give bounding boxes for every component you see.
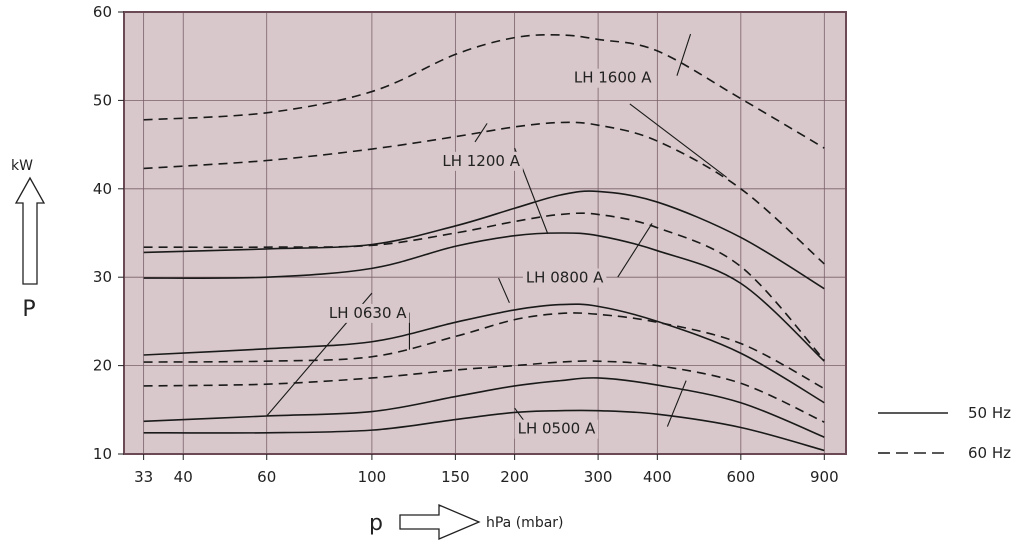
label-pointer-line (666, 380, 687, 427)
x-tick-label: 100 (358, 468, 387, 486)
legend-60hz-label: 60 Hz (968, 444, 1011, 462)
y-symbol-label: P (22, 297, 35, 322)
curve-label: LH 1600 A (574, 69, 652, 87)
curve-label-background (570, 68, 655, 88)
power-arrow-icon (14, 176, 46, 285)
curve-label: LH 1200 A (442, 152, 520, 170)
label-pointer-line (474, 123, 488, 143)
curve-label-background (326, 303, 410, 323)
curve-50hz (143, 377, 825, 438)
x-axis-ticks: 33 40 60 100 150 200 300 400 600 900 (134, 454, 839, 486)
y-tick-label: 60 (93, 3, 112, 21)
curve-label: LH 0630 A (329, 304, 407, 322)
x-tick-label: 60 (257, 468, 276, 486)
curve-label: LH 0800 A (526, 269, 604, 287)
y-unit-label: kW (11, 158, 33, 174)
y-axis-ticks: 10 20 30 40 50 60 (93, 3, 124, 463)
x-unit-label: hPa (mbar) (486, 515, 564, 531)
label-pointer-line (629, 103, 727, 178)
y-tick-label: 50 (93, 91, 112, 109)
x-tick-label: 40 (174, 468, 193, 486)
x-tick-label: 200 (500, 468, 529, 486)
curve-50hz (143, 409, 825, 452)
y-tick-label: 30 (93, 268, 112, 286)
curve-50hz (143, 303, 825, 404)
curve-50hz (143, 232, 825, 362)
plot-frame (123, 11, 847, 455)
pressure-arrow-icon (399, 504, 481, 540)
x-tick-label: 600 (727, 468, 756, 486)
x-tick-label: 150 (441, 468, 470, 486)
label-pointer-line (617, 222, 653, 278)
curve-label-background (439, 151, 523, 171)
y-tick-label: 20 (93, 357, 112, 375)
x-tick-label: 400 (643, 468, 672, 486)
label-pointer-line (498, 277, 510, 304)
x-tick-label: 300 (584, 468, 613, 486)
curve-labels: LH 1600 A LH 1200 A LH 0800 A LH 0630 A LH 0… (326, 68, 655, 439)
legend-50hz-label: 50 Hz (968, 404, 1011, 422)
curve-60hz (143, 34, 825, 149)
curve-label: LH 0500 A (518, 420, 596, 438)
x-symbol-label: p (369, 511, 383, 536)
x-tick-label: 900 (810, 468, 839, 486)
legend: 50 Hz 60 Hz (878, 404, 1011, 462)
plot-area (124, 12, 846, 454)
y-tick-label: 10 (93, 445, 112, 463)
label-pointer-line (676, 33, 692, 76)
curve-50hz (143, 190, 825, 290)
curve-label-background (514, 419, 599, 439)
y-tick-label: 40 (93, 180, 112, 198)
x-tick-label: 33 (134, 468, 153, 486)
curve-60hz (143, 360, 825, 423)
curve-label-background (522, 268, 607, 288)
performance-curves (143, 34, 825, 452)
